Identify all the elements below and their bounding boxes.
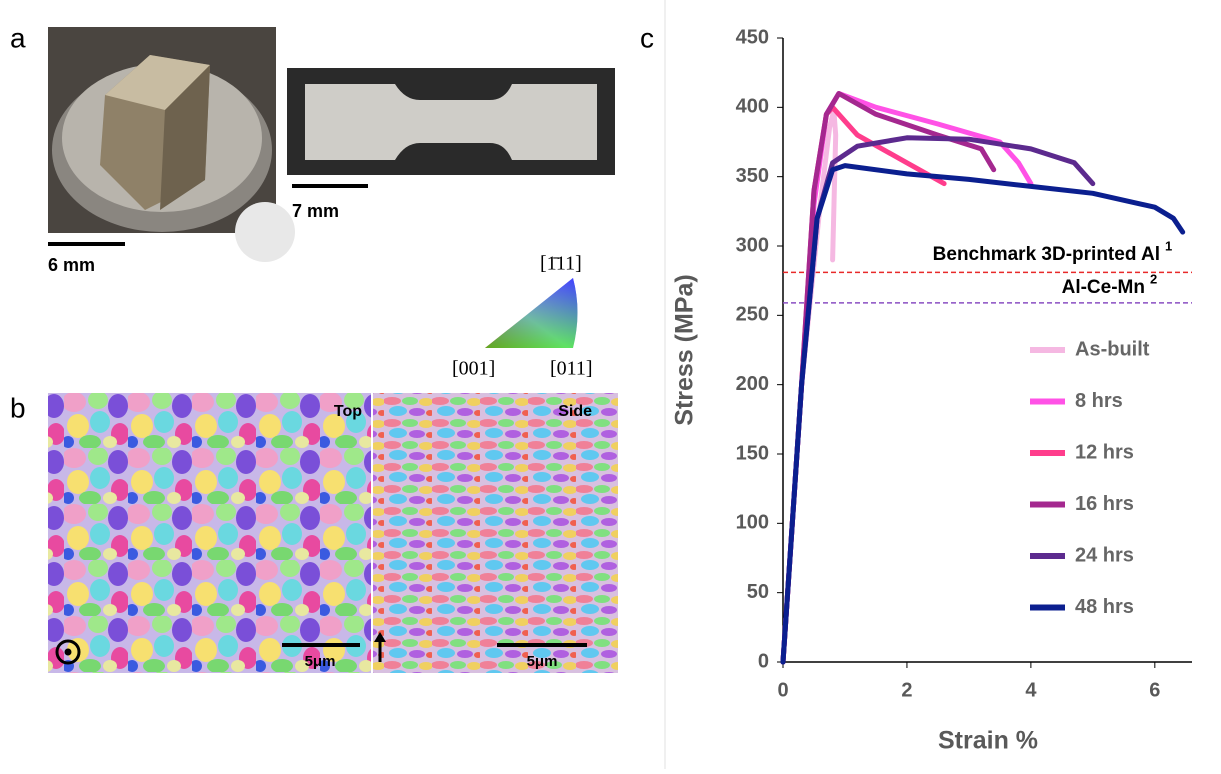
stress-strain-curve [783, 166, 1183, 662]
stress-strain-curve [783, 94, 1031, 663]
scale-bar-label: 6 mm [48, 255, 95, 275]
scale-bar-label: 7 mm [292, 201, 339, 221]
legend-label: 24 hrs [1075, 544, 1134, 566]
y-tick-label: 400 [736, 96, 769, 118]
panel-label: a [10, 22, 26, 53]
x-axis-title: Strain % [938, 727, 1038, 755]
scale-bar-label: 5μm [527, 653, 558, 670]
y-tick-label: 250 [736, 304, 769, 326]
x-tick-label: 0 [777, 679, 788, 701]
page: a 6 mm 7 mm [1̄11] [001] [011] b Top Sid… [0, 0, 1221, 769]
y-tick-label: 450 [736, 26, 769, 48]
ipf-label: [011] [550, 358, 593, 380]
y-tick-label: 350 [736, 165, 769, 187]
reference-label: Benchmark 3D-printed Al [933, 244, 1160, 265]
ebsd-map-side [373, 393, 618, 673]
x-tick-label: 2 [901, 679, 912, 701]
ebsd-map-top [48, 393, 371, 673]
stress-strain-curve [783, 107, 944, 662]
y-tick-label: 300 [736, 234, 769, 256]
legend-label: 12 hrs [1075, 441, 1134, 463]
legend-label: 16 hrs [1075, 493, 1134, 515]
figure: a 6 mm 7 mm [1̄11] [001] [011] b Top Sid… [0, 0, 1221, 769]
y-tick-label: 200 [736, 373, 769, 395]
y-axis-title: Stress (MPa) [671, 274, 699, 425]
x-tick-label: 4 [1025, 679, 1037, 701]
ipf-label: [1̄11] [540, 253, 582, 275]
legend-label: 8 hrs [1075, 390, 1123, 412]
photo-cube [48, 27, 295, 262]
y-tick-label: 50 [747, 581, 769, 603]
photo-dogbone [287, 68, 615, 175]
reference-label: Al-Ce-Mn [1062, 277, 1145, 298]
reference-superscript: 2 [1150, 271, 1157, 286]
y-tick-label: 100 [736, 512, 769, 534]
reference-superscript: 1 [1165, 238, 1172, 253]
chart: 0 50 100 150 200 250 300 350 400 450 0 2 4 6 Strain % S… [671, 26, 1192, 754]
view-label: Top [334, 403, 362, 420]
scale-bar-label: 5μm [305, 653, 336, 670]
panel-label: b [10, 392, 26, 423]
legend-label: 48 hrs [1075, 596, 1134, 618]
panel-label: c [640, 22, 654, 53]
ipf-triangle [485, 278, 578, 348]
view-label: Side [558, 403, 592, 420]
ipf-label: [001] [452, 358, 495, 380]
legend-label: As-built [1075, 338, 1150, 360]
y-tick-label: 0 [758, 650, 769, 672]
y-tick-label: 150 [736, 442, 769, 464]
x-tick-label: 6 [1149, 679, 1160, 701]
